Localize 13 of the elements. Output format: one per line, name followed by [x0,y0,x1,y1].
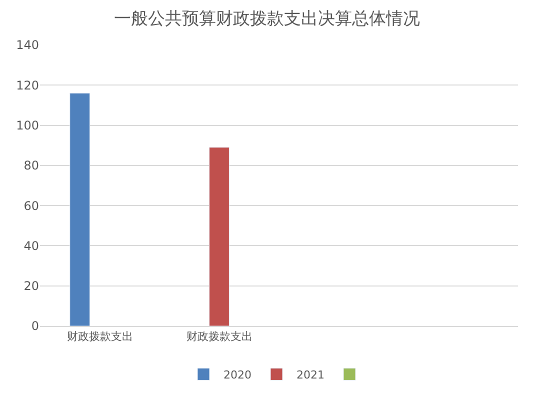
y-tick-label: 100 [16,118,39,132]
y-tick-label: 20 [24,279,39,294]
legend-label: 2020 [224,368,252,382]
x-tick-label: 财政拨款支出 [186,330,252,344]
legend-label: 2021 [296,368,324,382]
x-tick-label: 财政拨款支出 [66,330,133,344]
chart-title: 一般公共预算财政拨款支出决算总体情况 [114,8,420,29]
y-tick-label: 40 [24,238,39,253]
y-tick-label: 140 [16,38,39,52]
y-tick-label: 80 [24,158,39,173]
y-tick-label: 0 [31,319,39,334]
y-tick-label: 120 [16,78,39,92]
y-tick-label: 60 [24,198,39,213]
